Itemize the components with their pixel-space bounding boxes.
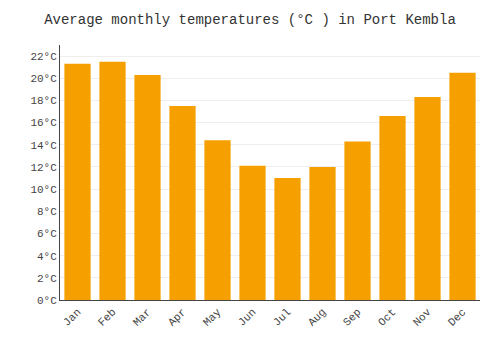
svg-text:6°C: 6°C xyxy=(37,228,57,240)
svg-text:16°C: 16°C xyxy=(30,117,57,129)
svg-text:Feb: Feb xyxy=(96,306,118,328)
svg-text:Jan: Jan xyxy=(61,306,83,328)
svg-text:Jun: Jun xyxy=(236,306,258,328)
svg-text:Jul: Jul xyxy=(271,306,293,328)
svg-text:Apr: Apr xyxy=(166,306,188,328)
svg-text:14°C: 14°C xyxy=(30,140,57,152)
svg-text:18°C: 18°C xyxy=(30,95,57,107)
svg-text:22°C: 22°C xyxy=(30,51,57,63)
svg-text:May: May xyxy=(201,306,224,329)
svg-text:20°C: 20°C xyxy=(30,73,57,85)
svg-text:0°C: 0°C xyxy=(37,295,57,307)
svg-text:Dec: Dec xyxy=(446,306,468,328)
svg-text:Nov: Nov xyxy=(411,306,434,329)
svg-text:Mar: Mar xyxy=(131,306,153,328)
svg-text:8°C: 8°C xyxy=(37,206,57,218)
svg-text:12°C: 12°C xyxy=(30,162,57,174)
svg-text:Oct: Oct xyxy=(376,306,398,328)
svg-text:Sep: Sep xyxy=(341,306,363,328)
svg-text:Average monthly temperatures (: Average monthly temperatures (°C ) in Po… xyxy=(44,12,456,28)
svg-text:2°C: 2°C xyxy=(37,273,57,285)
svg-text:Aug: Aug xyxy=(306,306,328,328)
svg-text:10°C: 10°C xyxy=(30,184,57,196)
svg-text:4°C: 4°C xyxy=(37,251,57,263)
